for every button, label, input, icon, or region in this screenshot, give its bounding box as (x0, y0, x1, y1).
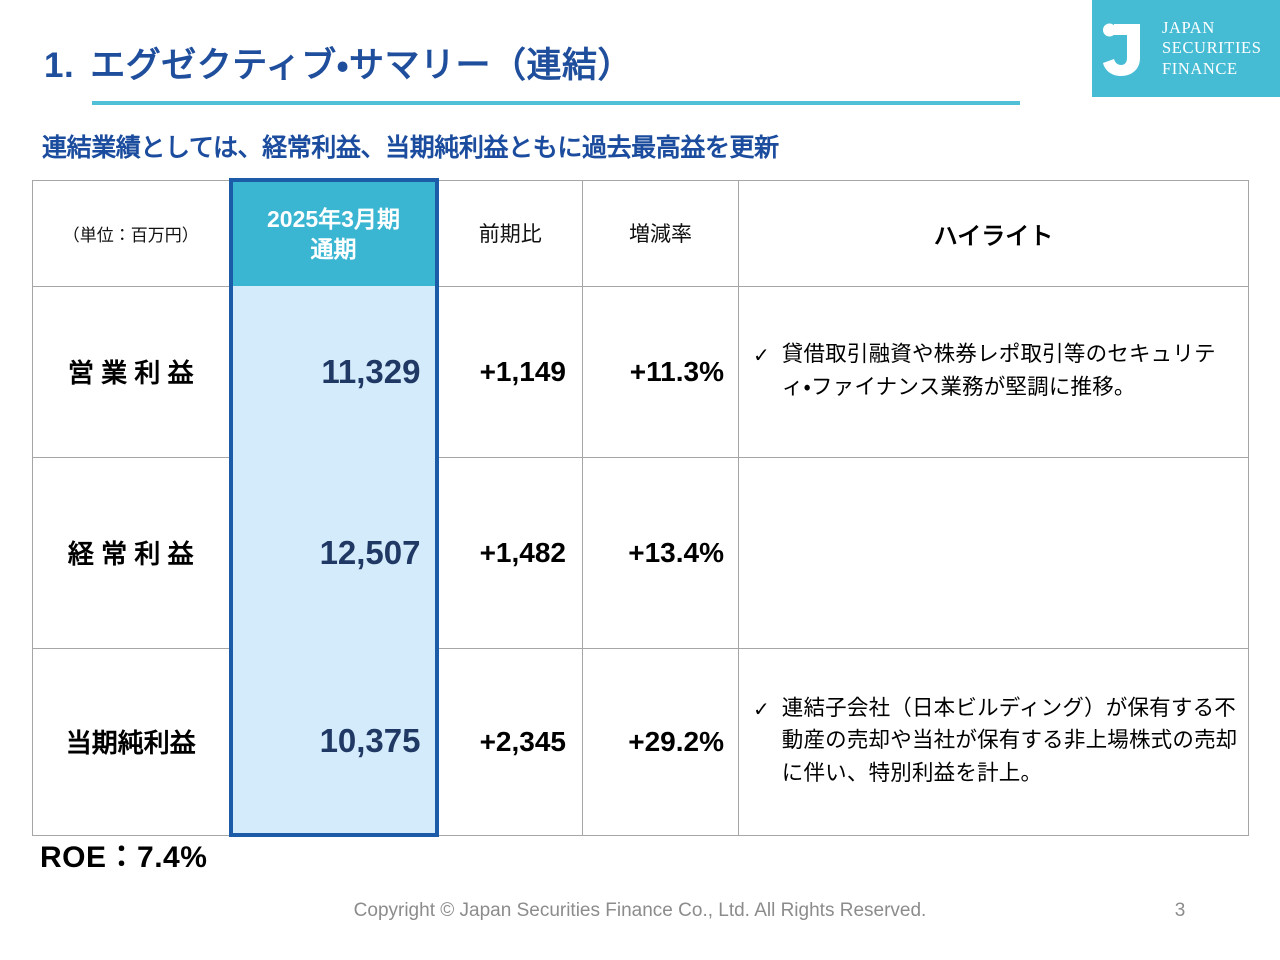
row-highlight-operating-income: ✓ 貸借取引融資や株券レポ取引等のセキュリティ・ファイナンス業務が堅調に推移。 (738, 285, 1249, 458)
checkmark-icon: ✓ (753, 699, 770, 722)
subtitle-message: 連結業績としては、経常利益、当期純利益ともに過去最高益を更新 (42, 134, 779, 162)
row-value-operating-income: 11,329 (228, 286, 439, 457)
header-unit-label: （単位：百万円） (32, 179, 231, 287)
row-rate-ordinary-income: +13.4% (582, 456, 739, 649)
table-row: 経 常 利 益 12,507 +1,482 +13.4% (32, 456, 1249, 649)
highlight-bullet: ✓ 連結子会社（日本ビルディング）が保有する不動産の売却や当社が保有する非上場株… (753, 693, 1238, 790)
consolidated-summary-table: （単位：百万円） 2025年3月期 通期 前期比 増減率 ハイライト 営 業 利… (32, 178, 1249, 837)
row-label-ordinary-income: 経 常 利 益 (32, 456, 231, 649)
table-row: 営 業 利 益 11,329 +1,149 +11.3% ✓ 貸借取引融資や株券… (32, 285, 1249, 458)
row-yoy-net-income: +2,345 (436, 647, 583, 836)
header-highlight: ハイライト (738, 179, 1249, 287)
summary-table-container: （単位：百万円） 2025年3月期 通期 前期比 増減率 ハイライト 営 業 利… (32, 178, 1249, 837)
row-yoy-ordinary-income: +1,482 (436, 456, 583, 649)
page-title-text: エグゼクティブ・サマリー（連結） (90, 46, 634, 85)
header-yoy: 前期比 (436, 179, 583, 287)
highlight-text: 貸借取引融資や株券レポ取引等のセキュリティ・ファイナンス業務が堅調に推移。 (781, 342, 1216, 400)
page-title: 1. エグゼクティブ・サマリー（連結） (44, 37, 633, 88)
row-rate-operating-income: +11.3% (582, 285, 739, 458)
table-header-row: （単位：百万円） 2025年3月期 通期 前期比 増減率 ハイライト (32, 178, 1249, 287)
header-period-line1: 2025年3月期 (267, 205, 400, 232)
logo-line-securities: SECURITIES (1162, 38, 1262, 58)
header-rate: 増減率 (582, 179, 739, 287)
row-value-net-income: 10,375 (228, 648, 439, 837)
row-highlight-net-income: ✓ 連結子会社（日本ビルディング）が保有する不動産の売却や当社が保有する非上場株… (738, 647, 1249, 836)
title-underline-rule (92, 101, 1020, 105)
row-rate-net-income: +29.2% (582, 647, 739, 836)
highlight-bullet (753, 552, 1238, 554)
jsf-j-mark-icon (1100, 18, 1154, 80)
logo-wordmark: JAPAN SECURITIES FINANCE (1162, 18, 1262, 78)
footer-page-number: 3 (1174, 900, 1186, 921)
row-label-operating-income: 営 業 利 益 (32, 285, 231, 458)
logo-line-japan: JAPAN (1162, 18, 1215, 38)
header-period-line2: 通期 (310, 236, 357, 262)
row-value-ordinary-income: 12,507 (228, 457, 439, 648)
header-period-column: 2025年3月期 通期 (228, 178, 439, 286)
checkmark-icon: ✓ (753, 345, 770, 368)
footer-copyright: Copyright © Japan Securities Finance Co.… (353, 900, 927, 921)
logo-line-finance: FINANCE (1162, 58, 1238, 78)
highlight-bullet: ✓ 貸借取引融資や株券レポ取引等のセキュリティ・ファイナンス業務が堅調に推移。 (753, 339, 1238, 404)
roe-metric: ROE：7.4% (40, 841, 208, 874)
table-row: 当期純利益 10,375 +2,345 +29.2% ✓ 連結子会社（日本ビルデ… (32, 647, 1249, 837)
company-logo: JAPAN SECURITIES FINANCE (1092, 0, 1280, 97)
row-label-net-income: 当期純利益 (32, 647, 231, 836)
highlight-text: 連結子会社（日本ビルディング）が保有する不動産の売却や当社が保有する非上場株式の… (781, 696, 1238, 786)
row-highlight-ordinary-income (738, 456, 1249, 649)
page-title-number: 1. (44, 46, 75, 85)
row-yoy-operating-income: +1,149 (436, 285, 583, 458)
